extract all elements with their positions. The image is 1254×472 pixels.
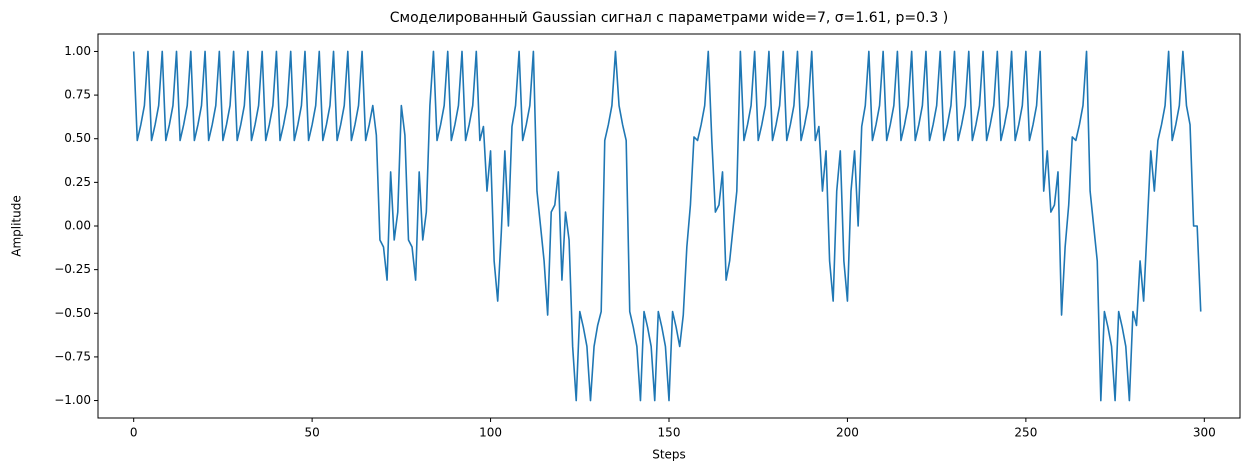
y-tick-label: 0.50 xyxy=(64,131,91,145)
chart-title: Смоделированный Gaussian сигнал с параме… xyxy=(390,10,949,26)
x-tick-label: 200 xyxy=(836,426,859,440)
x-tick-label: 250 xyxy=(1014,426,1037,440)
y-tick-label: −0.50 xyxy=(54,306,91,320)
y-tick-label: −1.00 xyxy=(54,393,91,407)
y-tick-label: 1.00 xyxy=(64,44,91,58)
y-tick-label: 0.75 xyxy=(64,88,91,102)
y-tick-label: −0.75 xyxy=(54,349,91,363)
data-line xyxy=(132,50,1202,402)
y-tick-label: 0.00 xyxy=(64,219,91,233)
y-axis-label: Amplitude xyxy=(10,195,24,257)
x-tick-label: 0 xyxy=(130,426,138,440)
y-tick-label: −0.25 xyxy=(54,262,91,276)
plot-frame xyxy=(97,33,1241,419)
x-tick-label: 150 xyxy=(658,426,681,440)
y-tick-label: 0.25 xyxy=(64,175,91,189)
x-tick-label: 300 xyxy=(1193,426,1216,440)
x-tick-label: 100 xyxy=(479,426,502,440)
x-axis-label: Steps xyxy=(652,448,686,462)
x-tick-label: 50 xyxy=(304,426,319,440)
